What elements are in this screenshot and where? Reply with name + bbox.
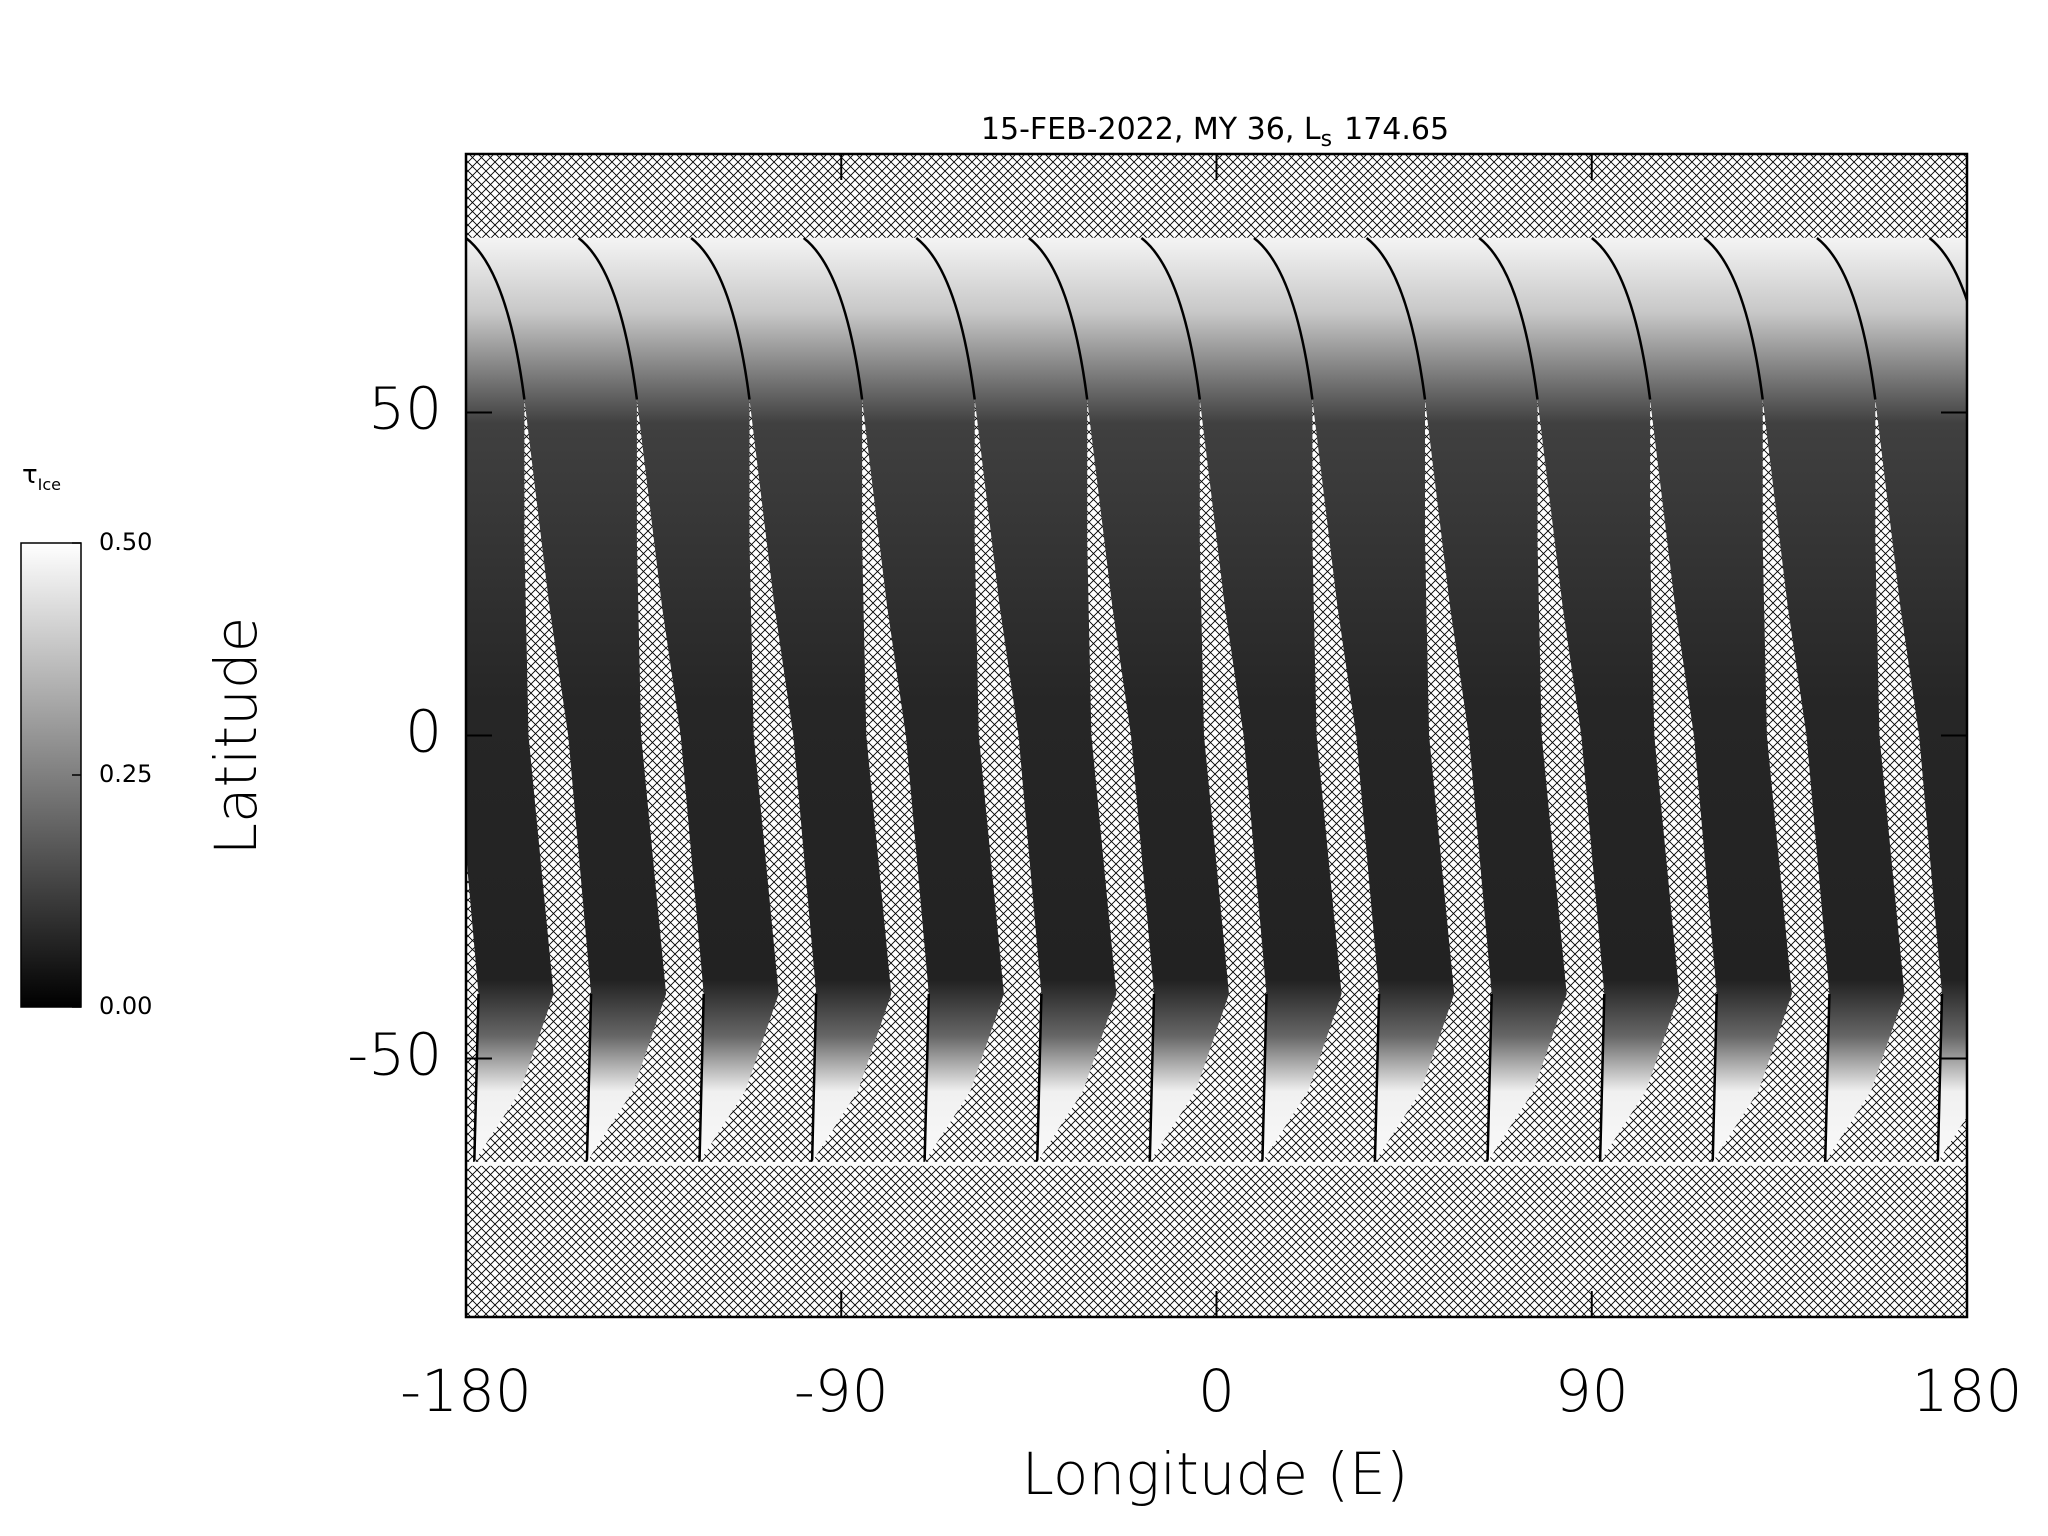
- y-tick-label: 0: [405, 698, 442, 766]
- map-image: [466, 154, 2048, 1317]
- swath-edge: [1140, 237, 1202, 400]
- no-data-gap: [699, 399, 817, 1162]
- x-tick-label: -180: [400, 1357, 532, 1425]
- no-data-gap: [1487, 399, 1605, 1162]
- swath-edge: [802, 237, 864, 400]
- no-data-gap: [1712, 399, 1830, 1162]
- swath-edge: [1035, 993, 1043, 1162]
- colorbar-label: τIce: [22, 460, 61, 494]
- swath-edge: [466, 237, 526, 400]
- swath-edge: [923, 993, 931, 1162]
- x-tick-label: 0: [1198, 1357, 1235, 1425]
- swath-edge: [1148, 993, 1156, 1162]
- no-data-gap: [1262, 399, 1380, 1162]
- colorbar-tick-label: 0.00: [99, 992, 152, 1020]
- y-tick-label: 50: [368, 374, 442, 442]
- x-axis-label: Longitude (E): [1022, 1440, 1409, 1508]
- colorbar: [20, 542, 82, 1008]
- swath-edge: [1373, 993, 1381, 1162]
- x-tick-label: -90: [794, 1357, 889, 1425]
- swath-edge: [1028, 237, 1089, 400]
- chart-title: 15-FEB-2022, MY 36, Ls 174.65: [981, 112, 1449, 153]
- colorbar-subscript: Ice: [38, 475, 61, 494]
- no-data-gap: [474, 399, 592, 1162]
- swath-edge: [585, 993, 593, 1162]
- swath-edge: [1478, 237, 1539, 400]
- swath-edge: [1703, 237, 1764, 400]
- x-tick-label: 180: [1912, 1357, 2023, 1425]
- swath-edge: [473, 993, 480, 1162]
- no-data-gap: [1149, 399, 1267, 1162]
- swath-edge: [1253, 237, 1314, 400]
- swath-edge: [690, 237, 751, 400]
- y-tick-label: -50: [347, 1021, 442, 1089]
- swath-edge: [698, 993, 705, 1162]
- no-data-gap: [1374, 399, 1492, 1162]
- swath-edge: [1486, 993, 1493, 1162]
- swath-edge: [1591, 237, 1652, 400]
- title-value: 174.65: [1344, 112, 1449, 147]
- swath-edge: [915, 237, 976, 400]
- swath-edge: [1261, 993, 1268, 1162]
- swath-edge: [1936, 993, 1944, 1162]
- swath-edge: [1928, 237, 1967, 305]
- colorbar-symbol: τ: [22, 460, 38, 490]
- swath-edge: [1365, 237, 1427, 400]
- swath-edge: [2042, 238, 2048, 400]
- title-subscript: s: [1321, 127, 1332, 152]
- x-tick-label: 90: [1555, 1357, 1629, 1425]
- swath-edge: [1816, 237, 1877, 400]
- no-data-gap: [1937, 1116, 1967, 1162]
- title-text: 15-FEB-2022, MY 36, L: [981, 112, 1321, 147]
- swath-edge: [1823, 993, 1831, 1162]
- colorbar-tick-label: 0.50: [99, 528, 152, 556]
- swath-edge: [810, 993, 818, 1162]
- swath-edge: [1711, 993, 1719, 1162]
- y-axis-label: Latitude: [202, 617, 270, 856]
- swath-edge: [577, 237, 639, 400]
- no-data-gap: [924, 399, 1042, 1162]
- no-data-gap: [1600, 399, 1717, 1162]
- no-data-gap: [586, 399, 704, 1162]
- no-data-gap: [812, 399, 929, 1162]
- swath-edge: [1598, 993, 1606, 1162]
- no-data-gap: [1825, 399, 1942, 1162]
- no-data-gap: [1037, 399, 1154, 1162]
- colorbar-tick-label: 0.25: [99, 760, 152, 788]
